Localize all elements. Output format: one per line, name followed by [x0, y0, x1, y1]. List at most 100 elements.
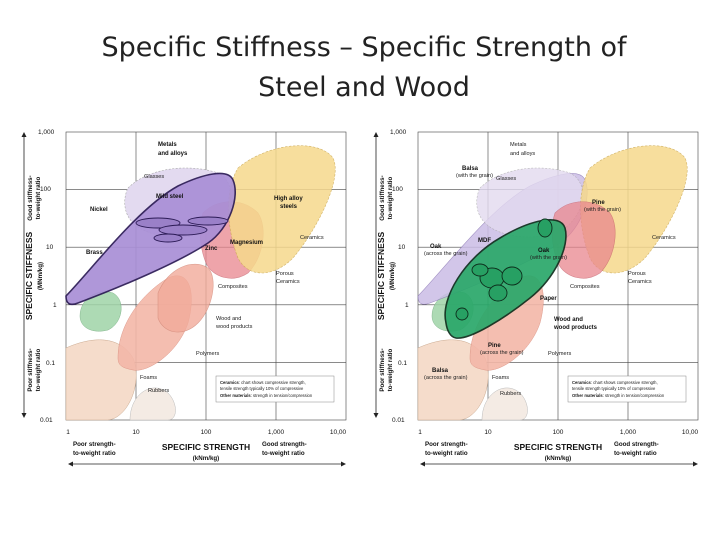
- label-mdf: MDF: [478, 238, 491, 244]
- label-mild-steel: Mild steel: [156, 194, 184, 200]
- wood-envelope: [157, 263, 214, 333]
- x-good-2: to-weight ratio: [262, 450, 305, 457]
- title-line-2: Steel and Wood: [258, 72, 470, 103]
- label-polymers: Polymers: [548, 351, 572, 357]
- y-axis-unit: (MNm/kg): [389, 262, 396, 290]
- y-axis-annotation: Good stiffness- to-weight ratio SPECIFIC…: [21, 132, 44, 418]
- y-tick-0.1: 0.1: [46, 360, 55, 367]
- x-tick-1000: 1,000: [268, 429, 285, 436]
- y-poor-1: Poor stiffness-: [27, 348, 34, 391]
- label-magnesium: Magnesium: [230, 240, 263, 246]
- steel-ellipses: [135, 216, 229, 243]
- label-metals: Metals: [158, 142, 177, 148]
- svg-text:Ceramics: chart shows compress: Ceramics: chart shows compressive streng…: [572, 380, 658, 385]
- label-balsa-across-2: (across the grain): [424, 375, 468, 381]
- y-tick-1: 1: [405, 302, 409, 309]
- y-good-1: Good stiffness-: [379, 175, 386, 220]
- label-oak-across: Oak: [430, 244, 442, 250]
- label-wood-2: wood products: [553, 325, 598, 331]
- y-tick-1: 1: [53, 302, 57, 309]
- note-other-text: : strength in tension/compression: [603, 393, 665, 398]
- note-other-text: : strength in tension/compression: [251, 393, 313, 398]
- y-tick-100: 100: [40, 186, 51, 193]
- label-composites: Composites: [218, 284, 248, 290]
- y-tick-0.01: 0.01: [40, 417, 53, 424]
- metals-envelope: [65, 172, 237, 306]
- y-tick-1000: 1,000: [38, 129, 55, 136]
- material-envelopes: [65, 145, 336, 421]
- x-tick-1: 1: [66, 429, 70, 436]
- label-oak-across-2: (across the grain): [424, 251, 468, 257]
- label-oak-grain-2: (with the grain): [530, 255, 567, 261]
- slide-title: Specific Stiffness – Specific Strength o…: [0, 28, 728, 108]
- rubbers-envelope: [481, 387, 528, 421]
- y-tick-0.1: 0.1: [398, 360, 407, 367]
- rubbers-envelope: [129, 387, 176, 421]
- note-box: Ceramics: chart shows compressive streng…: [215, 375, 335, 403]
- x-axis-title: SPECIFIC STRENGTH: [162, 442, 250, 452]
- y-poor-1: Poor stiffness-: [379, 348, 386, 391]
- label-porous-2: Ceramics: [276, 279, 300, 285]
- label-high-alloy: High alloy: [274, 196, 303, 202]
- x-axis-title: SPECIFIC STRENGTH: [514, 442, 602, 452]
- x-axis-unit: (kNm/kg): [545, 455, 571, 462]
- x-poor-2: to-weight ratio: [425, 450, 468, 457]
- x-good-1: Good strength-: [614, 441, 659, 448]
- y-tick-0.01: 0.01: [392, 417, 405, 424]
- material-envelopes: [417, 145, 688, 421]
- x-axis-annotation: Poor strength- to-weight ratio SPECIFIC …: [420, 441, 698, 467]
- label-wood: Wood and: [216, 316, 241, 322]
- label-ceramics: Ceramics: [300, 235, 324, 241]
- note-ceramics-bold: Ceramics: [220, 380, 240, 385]
- svg-text:Other materials: strength in t: Other materials: strength in tension/com…: [572, 393, 665, 398]
- x-tick-1000: 1,000: [620, 429, 637, 436]
- x-tick-100: 100: [201, 429, 212, 436]
- label-high-alloy-2: steels: [280, 204, 298, 210]
- x-tick-10000: 10,00: [330, 429, 347, 436]
- material-labels: Metals and alloys Balsa (with the grain)…: [424, 142, 676, 397]
- label-pine-grain-2: (with the grain): [584, 207, 621, 213]
- x-axis-annotation: Poor strength- to-weight ratio SPECIFIC …: [68, 441, 346, 467]
- x-tick-10: 10: [484, 429, 492, 436]
- ashby-chart-metals: Metals and alloys Glasses Mild steel Hig…: [21, 129, 347, 467]
- note-box: Ceramics: chart shows compressive streng…: [567, 375, 687, 403]
- label-metals-2: and alloys: [510, 151, 535, 157]
- label-glasses: Glasses: [144, 174, 164, 180]
- label-porous: Porous: [276, 271, 294, 277]
- x-good-2: to-weight ratio: [614, 450, 657, 457]
- y-good-1: Good stiffness-: [27, 175, 34, 220]
- note-other-bold: Other materials: [220, 393, 251, 398]
- label-glasses: Glasses: [496, 176, 516, 182]
- label-metals-2: and alloys: [158, 151, 188, 157]
- x-poor-1: Poor strength-: [73, 441, 116, 448]
- note-ceramics-text2: tensile strength typically 10% of compre…: [572, 386, 656, 391]
- material-labels: Metals and alloys Glasses Mild steel Hig…: [86, 142, 324, 394]
- label-brass: Brass: [86, 250, 103, 256]
- y-tick-10: 10: [398, 244, 406, 251]
- y-axis-annotation: Good stiffness- to-weight ratio SPECIFIC…: [373, 132, 396, 418]
- y-good-2: to-weight ratio: [35, 176, 42, 219]
- y-tick-labels: 1,000 100 10 1 0.1 0.01: [38, 129, 57, 424]
- label-foams: Foams: [492, 375, 509, 381]
- label-pine-across: Pine: [488, 343, 501, 349]
- label-foams: Foams: [140, 375, 157, 381]
- label-balsa-grain: Balsa: [462, 166, 479, 172]
- note-ceramics-text: : chart shows compressive strength,: [239, 380, 306, 385]
- note-ceramics-text2: tensile strength typically 10% of compre…: [220, 386, 304, 391]
- label-balsa-across: Balsa: [432, 368, 449, 374]
- note-other-bold: Other materials: [572, 393, 603, 398]
- label-balsa-grain-2: (with the grain): [456, 173, 493, 179]
- label-metals: Metals: [510, 142, 527, 148]
- x-tick-100: 100: [553, 429, 564, 436]
- svg-text:Other materials: strength in t: Other materials: strength in tension/com…: [220, 393, 313, 398]
- x-tick-10: 10: [132, 429, 140, 436]
- label-paper: Paper: [540, 296, 557, 302]
- label-pine-grain: Pine: [592, 200, 605, 206]
- x-poor-2: to-weight ratio: [73, 450, 116, 457]
- x-good-1: Good strength-: [262, 441, 307, 448]
- x-poor-1: Poor strength-: [425, 441, 468, 448]
- y-tick-labels: 1,000 100 10 1 0.1 0.01: [390, 129, 409, 424]
- y-axis-unit: (MNm/kg): [37, 262, 44, 290]
- label-ceramics: Ceramics: [652, 235, 676, 241]
- title-line-1: Specific Stiffness – Specific Strength o…: [101, 32, 627, 63]
